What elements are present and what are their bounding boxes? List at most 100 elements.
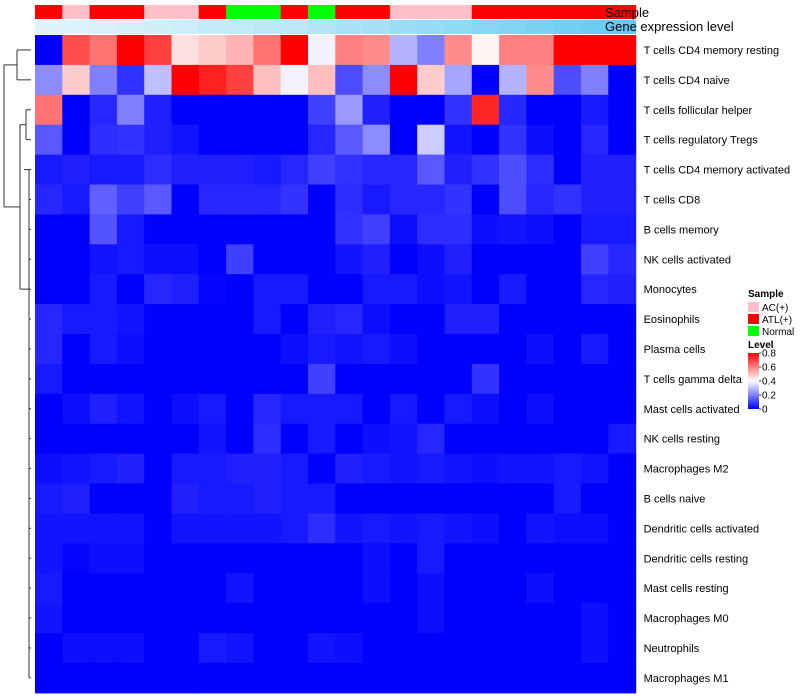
heatmap-cell [308,94,336,126]
heatmap-cell [35,543,63,574]
heatmap-cell [335,603,364,634]
sample-annotation-cell [198,5,227,19]
heatmap-cell [499,184,527,215]
row-label: Eosinophils [644,314,701,326]
heatmap-cell [581,363,609,395]
heatmap-cell [362,393,391,425]
heatmap-cell [362,453,391,485]
heatmap-cell [362,423,391,455]
heatmap-cell [35,64,63,96]
heatmap-cell [280,124,309,156]
heatmap-cell [417,393,446,425]
heatmap-cell [198,603,227,634]
row-label: Monocytes [644,284,698,296]
heatmap-cell [335,662,364,694]
heatmap-cell [62,393,91,425]
heatmap-cell [362,573,391,604]
heatmap-cell [608,244,637,275]
heatmap-cell [581,274,609,305]
expression-annotation-cell [553,20,582,34]
legend-level-label: 0.6 [762,363,776,374]
heatmap-cell [471,393,500,425]
heatmap-cell [226,334,254,365]
heatmap-cell [471,662,500,694]
heatmap-cell [280,274,309,305]
heatmap-cell [608,304,637,335]
sample-annotation-cell [499,5,527,19]
legend-level-label: 0 [762,405,768,416]
heatmap-cell [144,363,173,395]
heatmap-cell [335,214,364,245]
heatmap-cell [62,633,91,664]
heatmap-cell [198,64,227,96]
heatmap-cell [417,543,446,574]
heatmap-cell [308,214,336,245]
heatmap-cell [471,603,500,634]
heatmap-cell [581,154,609,186]
sample-annotation-cell [253,5,282,19]
heatmap-cell [253,35,282,66]
heatmap-cell [335,423,364,455]
sample-annotation-cell [608,5,637,19]
heatmap-cell [308,184,336,215]
heatmap-cell [499,573,527,604]
heatmap-cells [35,35,637,694]
heatmap-cell [335,513,364,544]
heatmap-cell [35,184,63,215]
row-label: Mast cells resting [644,583,729,595]
heatmap-cell [417,184,446,215]
heatmap-cell [608,483,637,514]
heatmap-cell [444,184,473,215]
sample-annotation-cell [471,5,500,19]
row-label: B cells naive [644,493,706,505]
heatmap-cell [62,543,91,574]
heatmap-cell [62,274,91,305]
heatmap-cell [499,363,527,395]
heatmap-cell [581,603,609,634]
heatmap-cell [226,304,254,335]
heatmap-cell [308,154,336,186]
heatmap-cell [171,274,200,305]
heatmap-cell [526,35,555,66]
heatmap-cell [62,35,91,66]
heatmap-cell [280,603,309,634]
legend-sample-swatch [748,314,759,324]
heatmap-cell [444,304,473,335]
heatmap-cell [253,94,282,126]
heatmap-cell [280,543,309,574]
heatmap-cell [581,483,609,514]
heatmap-cell [335,363,364,395]
heatmap-cell [362,244,391,275]
heatmap-cell [389,603,418,634]
sample-annotation-cell [526,5,555,19]
heatmap-cell [362,214,391,245]
row-label: T cells CD4 naive [644,75,730,87]
heatmap-cell [499,513,527,544]
heatmap-cell [280,244,309,275]
heatmap-cell [417,573,446,604]
heatmap-cell [417,633,446,664]
heatmap-cell [308,304,336,335]
heatmap-cell [198,124,227,156]
heatmap-cell [499,124,527,156]
heatmap-cell [226,274,254,305]
heatmap-cell [526,423,555,455]
heatmap-cell [308,64,336,96]
row-label: T cells CD8 [644,194,701,206]
heatmap-cell [35,633,63,664]
heatmap-cell [526,633,555,664]
heatmap-cell [171,35,200,66]
heatmap-cell [116,64,145,96]
heatmap-cell [280,662,309,694]
row-label: T cells regulatory Tregs [644,135,759,147]
heatmap-cell [608,363,637,395]
heatmap-cell [226,483,254,514]
heatmap-cell [198,334,227,365]
heatmap-cell [581,304,609,335]
heatmap-cell [526,304,555,335]
heatmap-cell [526,483,555,514]
heatmap-cell [89,662,118,694]
heatmap-cell [526,363,555,395]
heatmap-cell [362,483,391,514]
heatmap-cell [444,35,473,66]
